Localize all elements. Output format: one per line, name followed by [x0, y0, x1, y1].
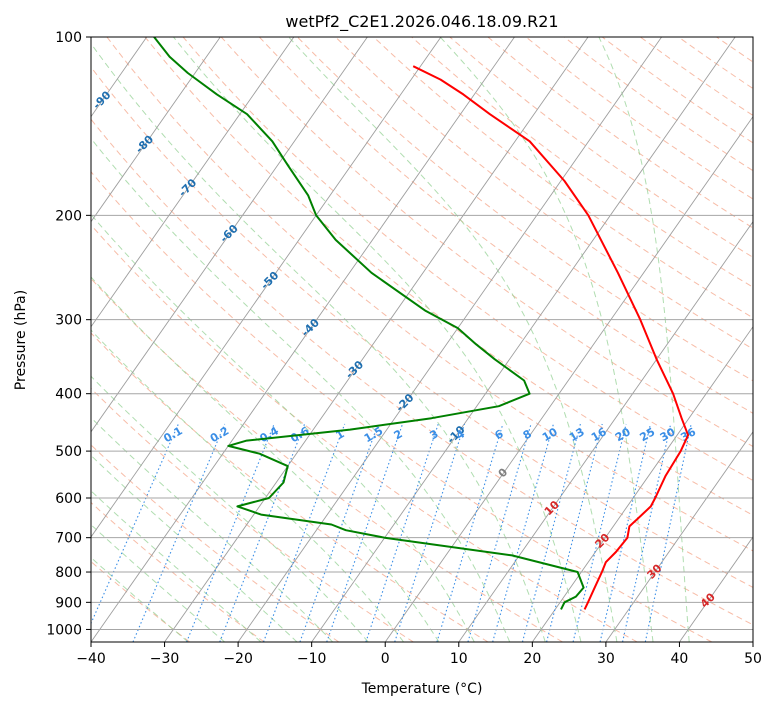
mixing-ratio-line [622, 423, 672, 642]
moist-adiabat-line [439, 37, 654, 642]
y-tick-label: 900 [55, 595, 82, 611]
mixing-ratio-line [492, 423, 554, 642]
x-tick-label: 50 [744, 651, 762, 667]
mixing-ratio-line [546, 423, 603, 642]
y-tick-label: 100 [55, 30, 82, 46]
moist-adiabat-line [91, 454, 298, 642]
dry-adiabat-line [258, 37, 753, 414]
x-tick-label: −10 [297, 651, 327, 667]
isotherm-line [237, 37, 662, 642]
isotherm-line [384, 115, 753, 642]
mixing-ratio-line [467, 423, 532, 642]
moist-adiabat-line [288, 37, 618, 642]
moist-adiabat-line [91, 416, 334, 642]
dry-adiabat-line [91, 118, 753, 626]
x-tick-label: −40 [76, 651, 106, 667]
x-tick-label: −20 [223, 651, 253, 667]
y-tick-label: 1000 [46, 622, 82, 638]
mixing-ratio-line [599, 423, 652, 642]
y-tick-label: 600 [55, 491, 82, 507]
moist-adiabat-line [91, 329, 404, 642]
dry-adiabat-line [91, 501, 265, 642]
isotherm-line [605, 431, 753, 642]
plot-frame [90, 36, 754, 643]
isotherm-line [679, 536, 753, 642]
isotherm-line [458, 220, 753, 642]
isotherm-line [91, 37, 442, 538]
moist-adiabat-line [91, 375, 369, 642]
isotherm-line [164, 37, 589, 642]
dry-adiabat-line [91, 224, 638, 642]
x-tick-label: 10 [450, 651, 468, 667]
mixing-ratio-line [521, 423, 581, 642]
x-tick-label: 20 [523, 651, 541, 667]
isotherm-line [311, 37, 736, 642]
y-tick-label: 400 [55, 387, 82, 403]
mixing-ratio-line [262, 423, 346, 642]
y-tick-label: 300 [55, 313, 82, 329]
dry-adiabat-line [91, 66, 753, 588]
dry-adiabat-line [144, 37, 753, 516]
x-tick-label: 0 [381, 651, 390, 667]
mixing-ratio-line [326, 423, 404, 642]
x-tick-label: 30 [597, 651, 615, 667]
dry-adiabat-line [335, 37, 753, 350]
isotherm-line [91, 37, 368, 433]
moist-adiabat-line [598, 37, 690, 642]
mixing-ratio-line [572, 423, 627, 642]
mixing-ratio-line [644, 423, 692, 642]
mixing-ratio-line [219, 423, 306, 642]
moist-adiabat-line [91, 490, 262, 642]
x-tick-label: 40 [671, 651, 689, 667]
mixing-ratio-line [186, 423, 275, 642]
background-lines [91, 37, 753, 642]
x-axis-ticks: −40 −30 −20 −10 0 10 20 30 40 50 [76, 642, 762, 667]
x-tick-label: −30 [150, 651, 180, 667]
y-axis-ticks: 100 200 300 400 500 600 700 800 900 1000 [46, 30, 91, 638]
mixing-ratio-line [299, 423, 379, 642]
dry-adiabat-line [91, 332, 489, 642]
moist-adiabat-line [91, 276, 440, 642]
isotherm-line [91, 37, 515, 642]
x-axis-label: Temperature (°C) [361, 681, 483, 697]
y-tick-label: 500 [55, 444, 82, 460]
chart-title: wetPf2_C2E1.2026.046.18.09.R21 [285, 12, 558, 32]
y-tick-label: 200 [55, 208, 82, 224]
moist-adiabat-line [91, 42, 546, 642]
temperature-profile-line [412, 65, 690, 610]
dry-adiabat-line [91, 277, 563, 642]
y-tick-label: 700 [55, 531, 82, 547]
profile-series [153, 37, 690, 610]
mixing-ratio-line [132, 423, 226, 642]
dewpoint-profile-line [153, 37, 585, 610]
dry-adiabat-line [297, 37, 753, 382]
dry-adiabat-line [91, 171, 713, 642]
isotherm-line [531, 325, 753, 642]
isotherm-line [91, 37, 221, 223]
moist-adiabat-line [91, 213, 475, 642]
y-axis-label: Pressure (hPa) [13, 290, 29, 390]
isotherm-line [91, 37, 295, 328]
y-tick-label: 800 [55, 565, 82, 581]
